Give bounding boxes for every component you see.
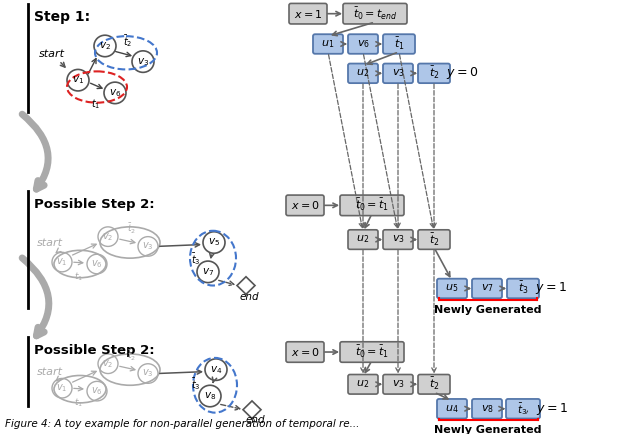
FancyBboxPatch shape: [507, 279, 539, 298]
FancyBboxPatch shape: [418, 63, 450, 83]
Text: $\bar{t}_2$: $\bar{t}_2$: [127, 222, 137, 236]
Text: $\bar{t}_0=t_{end}$: $\bar{t}_0=t_{end}$: [353, 6, 398, 22]
Text: $v_2$: $v_2$: [99, 40, 111, 52]
Text: $v_3$: $v_3$: [392, 233, 404, 246]
Text: $\bar{t}_2$: $\bar{t}_2$: [429, 232, 439, 247]
Text: $\bar{t}_0=\bar{t}_1$: $\bar{t}_0=\bar{t}_1$: [355, 344, 389, 360]
FancyBboxPatch shape: [506, 399, 540, 418]
Text: Figure 4: A toy example for non-parallel generation of temporal re...: Figure 4: A toy example for non-parallel…: [5, 418, 359, 428]
Text: $x=0$: $x=0$: [291, 346, 319, 358]
Text: $\bar{t}_3$: $\bar{t}_3$: [191, 376, 201, 392]
FancyBboxPatch shape: [472, 279, 502, 298]
Text: start: start: [39, 49, 65, 59]
Text: Possible Step 2:: Possible Step 2:: [34, 344, 155, 357]
FancyBboxPatch shape: [286, 195, 324, 216]
FancyBboxPatch shape: [348, 230, 378, 250]
FancyBboxPatch shape: [343, 3, 407, 24]
Text: $v_6$: $v_6$: [357, 38, 370, 50]
FancyBboxPatch shape: [340, 342, 404, 362]
Text: $u_5$: $u_5$: [445, 283, 459, 294]
Text: $v_5$: $v_5$: [208, 237, 220, 248]
FancyBboxPatch shape: [383, 375, 413, 394]
Text: $\bar{t}_3$: $\bar{t}_3$: [191, 251, 201, 267]
Text: $v_6$: $v_6$: [91, 385, 103, 397]
FancyBboxPatch shape: [383, 34, 415, 54]
Text: $\bar{t}_2$: $\bar{t}_2$: [429, 376, 439, 392]
Text: $v_3$: $v_3$: [142, 240, 154, 252]
Text: $t_1$: $t_1$: [92, 97, 100, 111]
FancyBboxPatch shape: [383, 230, 413, 250]
FancyBboxPatch shape: [437, 279, 467, 298]
Text: $u_2$: $u_2$: [356, 378, 370, 390]
Text: Possible Step 2:: Possible Step 2:: [34, 197, 155, 210]
Text: $v_6$: $v_6$: [91, 258, 103, 270]
Text: $y=1$: $y=1$: [535, 280, 567, 296]
FancyBboxPatch shape: [418, 230, 450, 250]
FancyBboxPatch shape: [418, 375, 450, 394]
FancyBboxPatch shape: [340, 195, 404, 216]
Text: $v_2$: $v_2$: [102, 231, 114, 243]
Text: $x=1$: $x=1$: [294, 8, 322, 20]
Text: $\bar{t}_1$: $\bar{t}_1$: [394, 36, 404, 52]
Text: $v_3$: $v_3$: [142, 368, 154, 379]
Text: $v_1$: $v_1$: [72, 74, 84, 86]
Text: $v_6$: $v_6$: [109, 87, 121, 99]
Text: $v_7$: $v_7$: [202, 266, 214, 278]
FancyBboxPatch shape: [348, 375, 378, 394]
Text: $v_4$: $v_4$: [210, 364, 222, 375]
FancyBboxPatch shape: [472, 399, 502, 418]
FancyBboxPatch shape: [286, 342, 324, 362]
FancyBboxPatch shape: [348, 34, 378, 54]
FancyBboxPatch shape: [348, 63, 378, 83]
Text: $v_3$: $v_3$: [392, 67, 404, 79]
Text: $v_2$: $v_2$: [102, 358, 114, 370]
FancyBboxPatch shape: [437, 399, 467, 418]
Text: $y=0$: $y=0$: [446, 66, 478, 81]
Text: Newly Generated: Newly Generated: [434, 305, 541, 315]
Text: $v_3$: $v_3$: [392, 378, 404, 390]
Text: $u_1$: $u_1$: [321, 38, 335, 50]
Text: $v_7$: $v_7$: [481, 283, 494, 294]
Text: $\bar{t}_0=\bar{t}_1$: $\bar{t}_0=\bar{t}_1$: [355, 197, 389, 214]
Text: $\bar{t}_3$: $\bar{t}_3$: [518, 280, 529, 296]
Text: $t_1$: $t_1$: [74, 397, 83, 409]
Text: $v_1$: $v_1$: [57, 382, 67, 394]
Text: $v_8$: $v_8$: [204, 390, 216, 402]
Text: $x=0$: $x=0$: [291, 199, 319, 211]
Text: $\bar{t}_2$: $\bar{t}_2$: [127, 349, 137, 363]
Text: $\bar{t}_{3\prime}$: $\bar{t}_{3\prime}$: [516, 401, 529, 417]
Text: $\bar{t}_2$: $\bar{t}_2$: [123, 33, 133, 49]
Text: start: start: [37, 367, 63, 377]
Text: end: end: [239, 292, 259, 302]
Text: $t_1$: $t_1$: [74, 270, 83, 283]
Text: $u_2$: $u_2$: [356, 67, 370, 79]
Text: $\bar{t}_2$: $\bar{t}_2$: [429, 66, 439, 81]
FancyBboxPatch shape: [383, 63, 413, 83]
Text: $u_2$: $u_2$: [356, 233, 370, 246]
Text: Step 1:: Step 1:: [34, 10, 90, 24]
Text: $u_4$: $u_4$: [445, 403, 459, 414]
Text: $y=1$: $y=1$: [536, 401, 568, 417]
Text: $v_8$: $v_8$: [481, 403, 494, 414]
Text: Newly Generated: Newly Generated: [434, 425, 541, 434]
FancyBboxPatch shape: [289, 3, 327, 24]
Text: $v_3$: $v_3$: [137, 56, 149, 68]
Text: start: start: [37, 237, 63, 247]
Text: end: end: [245, 415, 265, 425]
Text: $v_1$: $v_1$: [57, 256, 67, 268]
FancyBboxPatch shape: [313, 34, 343, 54]
